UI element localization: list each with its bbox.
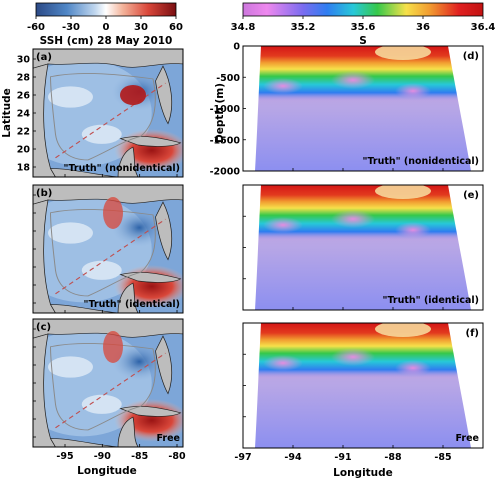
map-ytick-label: 30 — [17, 55, 31, 66]
section-panel-f: (f) Free -97 -94 -91 -88 -85 — [234, 322, 484, 463]
ssh-map — [33, 49, 183, 177]
panel-caption: "Truth" (nonidentical) — [363, 156, 480, 167]
colorbar-tick-label: 36.4 — [471, 22, 496, 33]
salinity-section — [243, 323, 483, 448]
salinity-section — [243, 185, 483, 310]
section-panel-d: (d) "Truth" (nonidentical) 0 -500 -1000 -1500… — [210, 42, 484, 178]
section-xtick-label: -94 — [284, 452, 302, 463]
ssh-colorbar-title: SSH (cm) 28 May 2010 — [40, 35, 173, 47]
map-ylabel: Latitude — [1, 88, 13, 138]
map-ytick-label: 24 — [17, 109, 31, 120]
panel-caption: "Truth" (nonidentical) — [64, 163, 181, 174]
colorbar-tick-label: 35.6 — [351, 22, 376, 33]
ssh-colorbar: -60 -30 0 30 60 SSH (cm) 28 May 2010 — [27, 2, 183, 47]
panel-letter: (a) — [36, 52, 52, 63]
map-ytick-label: 26 — [17, 91, 31, 102]
warm-eddy — [103, 331, 123, 363]
map-xtick-label: -90 — [94, 451, 112, 462]
panel-caption: "Truth" (identical) — [383, 295, 479, 306]
map-ytick-label: 18 — [17, 163, 31, 174]
colorbar-tick-label: 34.8 — [231, 22, 256, 33]
salinity-section — [243, 46, 483, 171]
warm-eddy — [103, 197, 123, 229]
section-xtick-label: -91 — [334, 452, 351, 463]
section-ytick-label: -1000 — [210, 104, 241, 115]
colorbar-tick-label: -60 — [27, 22, 45, 33]
colorbar-tick-label: 30 — [134, 22, 148, 33]
section-xtick-label: -97 — [234, 452, 251, 463]
colorbar-tick-label: 60 — [169, 22, 183, 33]
ssh-map — [33, 185, 183, 313]
section-ylabel: Depth (m) — [214, 83, 226, 143]
colorbar-tick-label: -30 — [62, 22, 80, 33]
map-xlabel: Longitude — [77, 465, 137, 477]
panel-caption: Free — [157, 433, 180, 444]
section-ytick-label: -500 — [216, 73, 240, 84]
salinity-colorbar: 34.8 35.2 35.6 36 36.4 S — [231, 2, 496, 47]
map-xtick-label: -80 — [168, 451, 186, 462]
section-ytick-label: 0 — [233, 42, 240, 53]
panel-letter: (c) — [36, 322, 51, 333]
colorbar-tick-label: 35.2 — [291, 22, 316, 33]
map-xtick-label: -95 — [56, 451, 73, 462]
panel-letter: (b) — [36, 188, 52, 199]
panel-letter: (d) — [463, 51, 479, 62]
panel-letter: (f) — [466, 328, 480, 339]
section-xlabel: Longitude — [333, 467, 393, 479]
section-ytick-label: -1500 — [210, 135, 241, 146]
salinity-colorbar-gradient — [242, 2, 484, 17]
map-ytick-label: 28 — [17, 73, 31, 84]
salinity-colorbar-title: S — [359, 35, 367, 47]
colorbar-tick-label: 36 — [416, 22, 430, 33]
map-panel-a: (a) "Truth" (nonidentical) 30 28 26 24 22 20 18 — [17, 48, 184, 178]
map-ytick-label: 20 — [17, 145, 31, 156]
map-panel-b: (b) "Truth" (identical) — [32, 184, 184, 314]
warm-eddy — [120, 85, 146, 105]
section-ytick-label: -2000 — [210, 167, 241, 178]
panel-letter: (e) — [463, 190, 479, 201]
map-panel-c: (c) Free -95 -90 -85 -80 — [32, 318, 186, 462]
section-panel-e: (e) "Truth" (identical) — [242, 184, 484, 311]
section-xtick-label: -85 — [434, 452, 451, 463]
panel-caption: "Truth" (identical) — [84, 299, 180, 310]
panel-caption: Free — [456, 433, 479, 444]
map-ytick-label: 22 — [17, 127, 30, 138]
colorbar-tick-label: 0 — [103, 22, 110, 33]
section-xtick-label: -88 — [384, 452, 402, 463]
ssh-map — [33, 319, 183, 447]
map-xtick-label: -85 — [131, 451, 148, 462]
ssh-colorbar-gradient — [35, 2, 177, 17]
